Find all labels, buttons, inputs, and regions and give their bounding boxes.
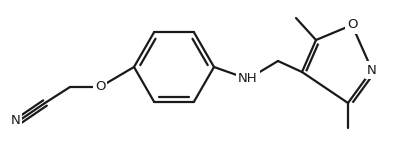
- Text: NH: NH: [238, 72, 258, 85]
- Text: O: O: [95, 80, 105, 93]
- Text: O: O: [347, 19, 357, 32]
- Text: N: N: [10, 114, 20, 127]
- Text: N: N: [367, 64, 377, 77]
